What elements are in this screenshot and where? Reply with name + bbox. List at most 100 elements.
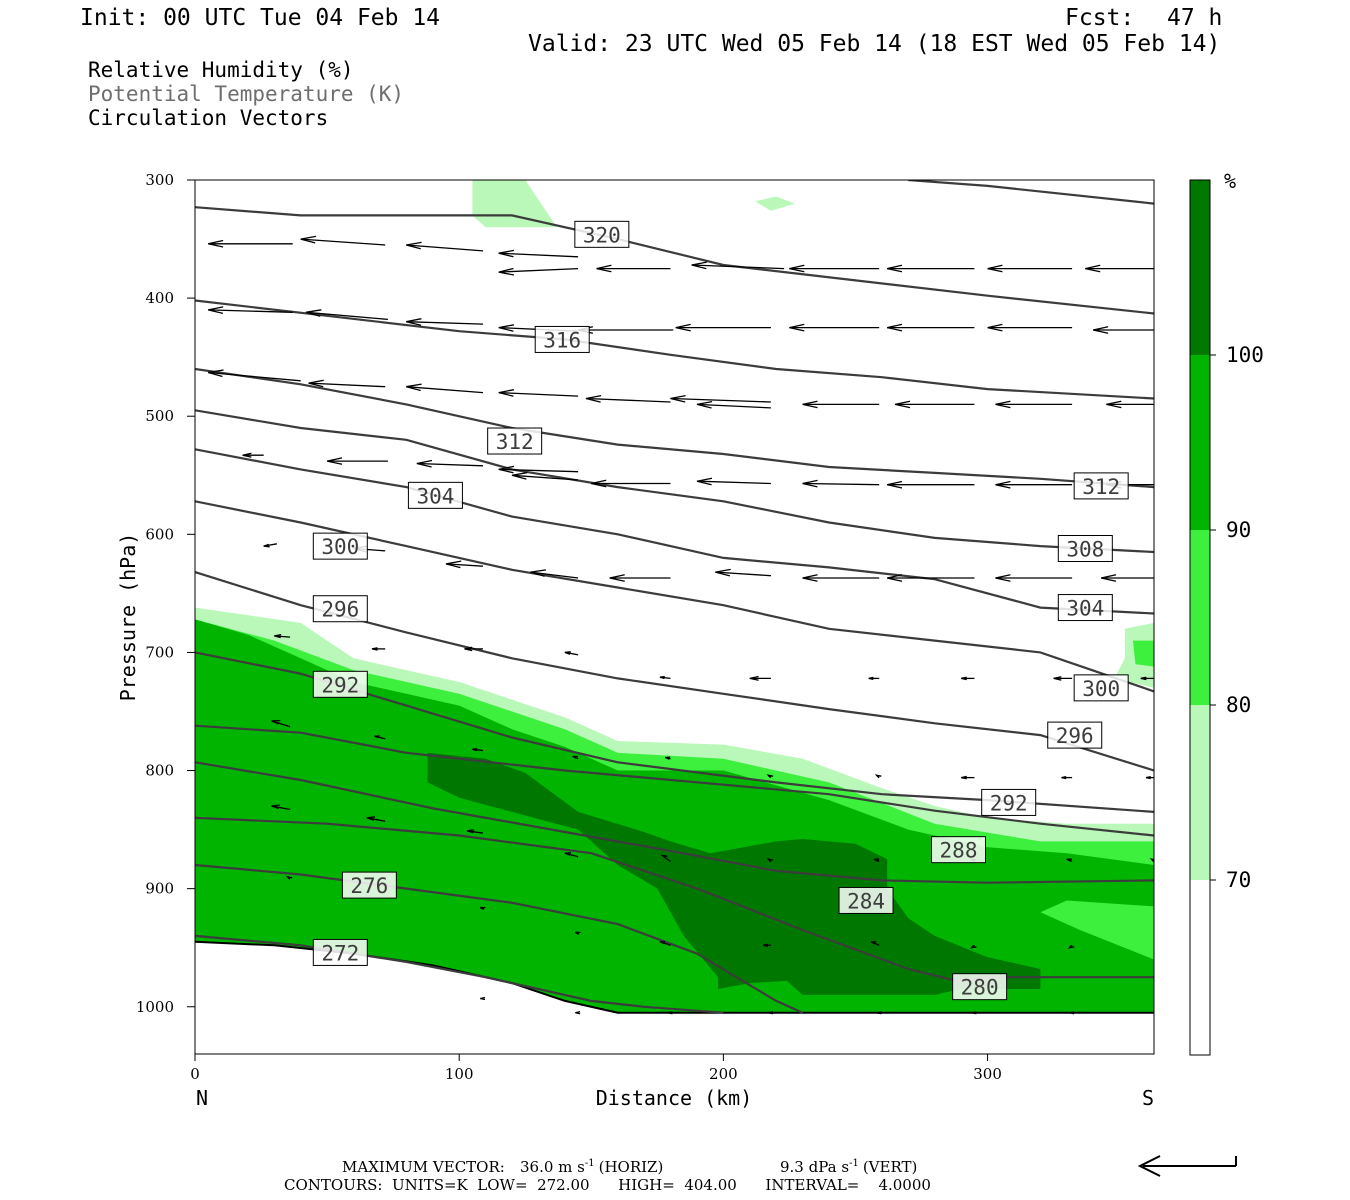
forecast-label: Fcst: xyxy=(1065,5,1134,31)
init-time: Init: 00 UTC Tue 04 Feb 14 xyxy=(80,5,440,31)
vector-head xyxy=(498,324,515,332)
x-tick-label: 100 xyxy=(445,1065,474,1083)
circulation-vector xyxy=(802,479,880,488)
circulation-vector xyxy=(675,323,771,332)
y-tick-label: 400 xyxy=(145,289,174,307)
vector-head xyxy=(511,471,528,480)
vector-head xyxy=(1145,775,1151,780)
theta-label: 316 xyxy=(543,328,581,352)
max-horiz-vector: 36.0 m s-1 (HORIZ) xyxy=(520,1158,663,1176)
circulation-vector xyxy=(1069,1010,1075,1015)
theta-contour-316 xyxy=(195,299,1154,400)
vector-head xyxy=(285,875,293,880)
theta-label-box xyxy=(1073,674,1129,702)
circulation-vector xyxy=(696,477,771,486)
vector-head xyxy=(208,239,224,248)
theta-label: 304 xyxy=(416,484,454,508)
circulation-vector xyxy=(659,675,671,680)
circulation-vector xyxy=(960,676,975,681)
circulation-vector xyxy=(498,249,579,258)
vector-head xyxy=(498,249,515,258)
circulation-vector xyxy=(696,400,771,409)
theta-label-box xyxy=(931,836,987,864)
circulation-vector xyxy=(874,774,882,779)
legend-vectors: Circulation Vectors xyxy=(88,106,328,130)
vector-head xyxy=(874,774,882,779)
vector-shaft xyxy=(715,571,771,577)
circulation-vector xyxy=(802,574,880,582)
vector-head xyxy=(766,858,774,863)
circulation-vector xyxy=(609,574,671,582)
vector-head xyxy=(887,264,903,273)
vector-head xyxy=(445,560,462,569)
vector-head xyxy=(371,647,378,651)
circulation-vector xyxy=(591,479,671,488)
vector-head xyxy=(873,858,880,862)
vector-shaft xyxy=(308,382,386,388)
circulation-vector xyxy=(271,804,291,811)
circulation-vector xyxy=(802,400,880,409)
circulation-vector xyxy=(308,379,386,388)
max-vector-label: MAXIMUM VECTOR: xyxy=(342,1158,505,1176)
vector-shaft xyxy=(696,480,771,485)
circulation-vector xyxy=(660,854,671,863)
relative-humidity-fill xyxy=(195,180,1154,1013)
theta-label-box xyxy=(574,220,630,248)
circulation-vector xyxy=(995,480,1073,489)
y-tick-label: 500 xyxy=(145,407,174,425)
theta-contour-288 xyxy=(195,724,1154,837)
circulation-vector xyxy=(242,452,264,458)
vector-head xyxy=(208,369,224,378)
circulation-vector xyxy=(445,560,484,569)
y-axis-label: Pressure (hPa) xyxy=(116,533,140,702)
vector-shaft xyxy=(511,474,579,481)
forecast-hours: 47 h xyxy=(1167,5,1222,31)
circulation-vector xyxy=(873,858,880,863)
vector-head xyxy=(326,457,343,465)
theta-contour-312 xyxy=(195,367,1154,489)
colorbar-segment-60 xyxy=(1190,880,1210,1055)
theta-label-box xyxy=(312,532,368,560)
circulation-vector xyxy=(715,568,771,577)
circulation-vector xyxy=(263,543,278,548)
vector-head xyxy=(887,480,903,489)
circulation-vector xyxy=(406,318,484,326)
vector-head xyxy=(696,400,713,409)
y-tick-label: 800 xyxy=(145,762,174,780)
vector-head xyxy=(960,775,967,780)
circulation-vector xyxy=(971,1010,977,1015)
vector-head xyxy=(208,306,224,315)
circulation-vector xyxy=(498,465,579,474)
circulation-vector xyxy=(575,1010,581,1015)
circulation-vector xyxy=(1140,676,1154,681)
circulation-vector xyxy=(887,574,975,582)
vector-head xyxy=(667,1010,673,1015)
vector-head xyxy=(591,479,607,488)
vector-head xyxy=(1069,1010,1075,1015)
circulation-vector xyxy=(960,775,975,780)
vector-head xyxy=(894,400,911,409)
circulation-vector xyxy=(987,264,1073,273)
x-axis-north-label: N xyxy=(196,1086,208,1110)
rh-area-90 xyxy=(195,619,1154,1013)
circulation-vector xyxy=(969,944,977,949)
vector-head xyxy=(596,264,612,273)
vector-head xyxy=(987,323,1003,332)
vector-shaft xyxy=(530,571,579,579)
circulation-vector xyxy=(768,1010,774,1015)
vector-head xyxy=(715,568,731,577)
theta-label: 312 xyxy=(1082,475,1120,499)
vector-head xyxy=(766,774,774,779)
colorbar: 100 90 80 70 xyxy=(1189,179,1264,1056)
theta-contour-324 xyxy=(908,180,1154,205)
circulation-vector xyxy=(300,235,386,246)
vector-head xyxy=(472,747,478,752)
circulation-vector xyxy=(1093,326,1154,334)
circulation-vector xyxy=(868,676,880,681)
rh-area-70 xyxy=(1114,622,1154,688)
colorbar-tick-label: 70 xyxy=(1226,868,1251,892)
theta-label-box xyxy=(1073,472,1129,500)
theta-label-box xyxy=(341,871,397,899)
vector-head xyxy=(1093,326,1109,334)
vector-head xyxy=(870,941,877,945)
